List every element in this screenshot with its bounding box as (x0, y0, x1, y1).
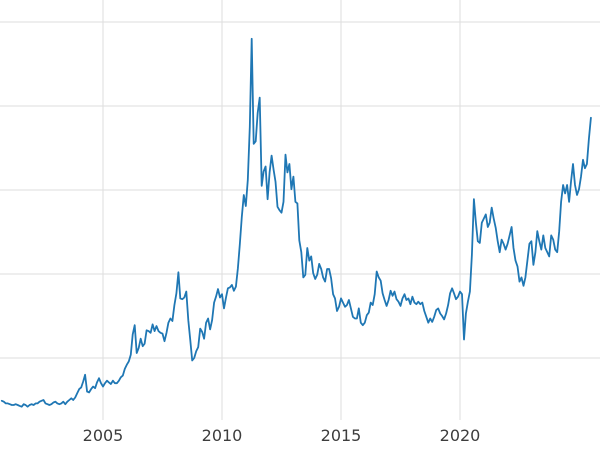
x-tick-label: 2005 (83, 426, 124, 445)
x-tick-label: 2010 (202, 426, 243, 445)
price-series-line (0, 37, 592, 408)
x-tick-label: 2020 (440, 426, 481, 445)
x-tick-label: 2015 (321, 426, 362, 445)
